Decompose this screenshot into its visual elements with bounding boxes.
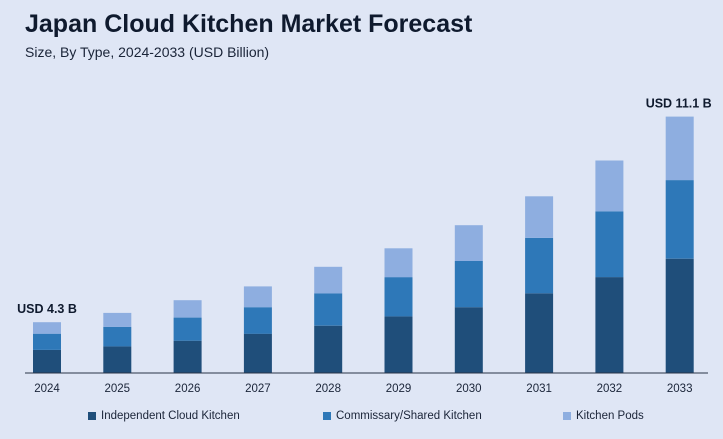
chart-title: Japan Cloud Kitchen Market Forecast (25, 10, 473, 38)
bar-independent-2032 (595, 277, 624, 373)
bar-independent-2029 (384, 316, 413, 373)
bar-pods-2029 (384, 248, 413, 278)
x-tick-label-2031: 2031 (526, 383, 552, 395)
bar-pods-2033 (665, 116, 694, 181)
legend-swatch-commissary (323, 412, 331, 420)
bar-independent-2025 (103, 346, 132, 373)
bar-pods-2027 (243, 286, 272, 308)
bar-independent-2024 (33, 349, 61, 373)
legend-label-commissary: Commissary/Shared Kitchen (336, 410, 482, 422)
bar-commissary-2030 (454, 261, 483, 308)
bar-pods-2031 (525, 196, 554, 238)
bar-pods-2030 (454, 225, 483, 261)
bar-pods-2025 (103, 312, 132, 327)
bar-independent-2027 (243, 333, 272, 373)
legend-item-commissary: Commissary/Shared Kitchen (323, 410, 482, 422)
legend-label-pods: Kitchen Pods (576, 410, 644, 422)
bar-commissary-2028 (314, 293, 343, 326)
bar-commissary-2031 (525, 237, 554, 294)
bar-commissary-2032 (595, 211, 624, 278)
x-tick-label-2024: 2024 (34, 383, 60, 395)
x-tick-label-2028: 2028 (315, 383, 341, 395)
bar-commissary-2024 (33, 333, 61, 350)
bar-independent-2031 (525, 293, 554, 373)
data-label-2033: USD 11.1 B (646, 97, 712, 111)
bar-independent-2028 (314, 325, 343, 373)
bar-independent-2030 (454, 307, 483, 373)
data-label-2024: USD 4.3 B (17, 302, 77, 316)
legend-label-independent: Independent Cloud Kitchen (101, 410, 240, 422)
x-tick-label-2030: 2030 (456, 383, 482, 395)
bar-pods-2028 (314, 266, 343, 294)
chart-subtitle: Size, By Type, 2024-2033 (USD Billion) (25, 44, 270, 60)
x-tick-label-2025: 2025 (105, 383, 131, 395)
bar-commissary-2033 (665, 180, 694, 259)
x-tick-label-2032: 2032 (597, 383, 623, 395)
x-tick-label-2029: 2029 (386, 383, 412, 395)
bar-commissary-2026 (173, 317, 202, 341)
x-tick-label-2027: 2027 (245, 383, 271, 395)
bar-commissary-2029 (384, 277, 413, 317)
bar-independent-2033 (665, 258, 694, 373)
chart-legend: Independent Cloud Kitchen Commissary/Shar… (0, 410, 723, 430)
bar-pods-2026 (173, 300, 202, 318)
stacked-bar-chart: 2024 USD 4.3 B 2025 2026 2027 2028 2029 2030 203… (17, 97, 712, 395)
bar-commissary-2025 (103, 326, 132, 347)
bar-independent-2026 (173, 340, 202, 373)
x-tick-label-2033: 2033 (667, 383, 693, 395)
legend-swatch-pods (563, 412, 571, 420)
bar-commissary-2027 (243, 307, 272, 334)
bar-pods-2032 (595, 160, 624, 212)
x-tick-label-2026: 2026 (175, 383, 201, 395)
legend-item-pods: Kitchen Pods (563, 410, 644, 422)
legend-swatch-independent (88, 412, 96, 420)
legend-item-independent: Independent Cloud Kitchen (88, 410, 240, 422)
bar-pods-2024 (33, 322, 61, 334)
